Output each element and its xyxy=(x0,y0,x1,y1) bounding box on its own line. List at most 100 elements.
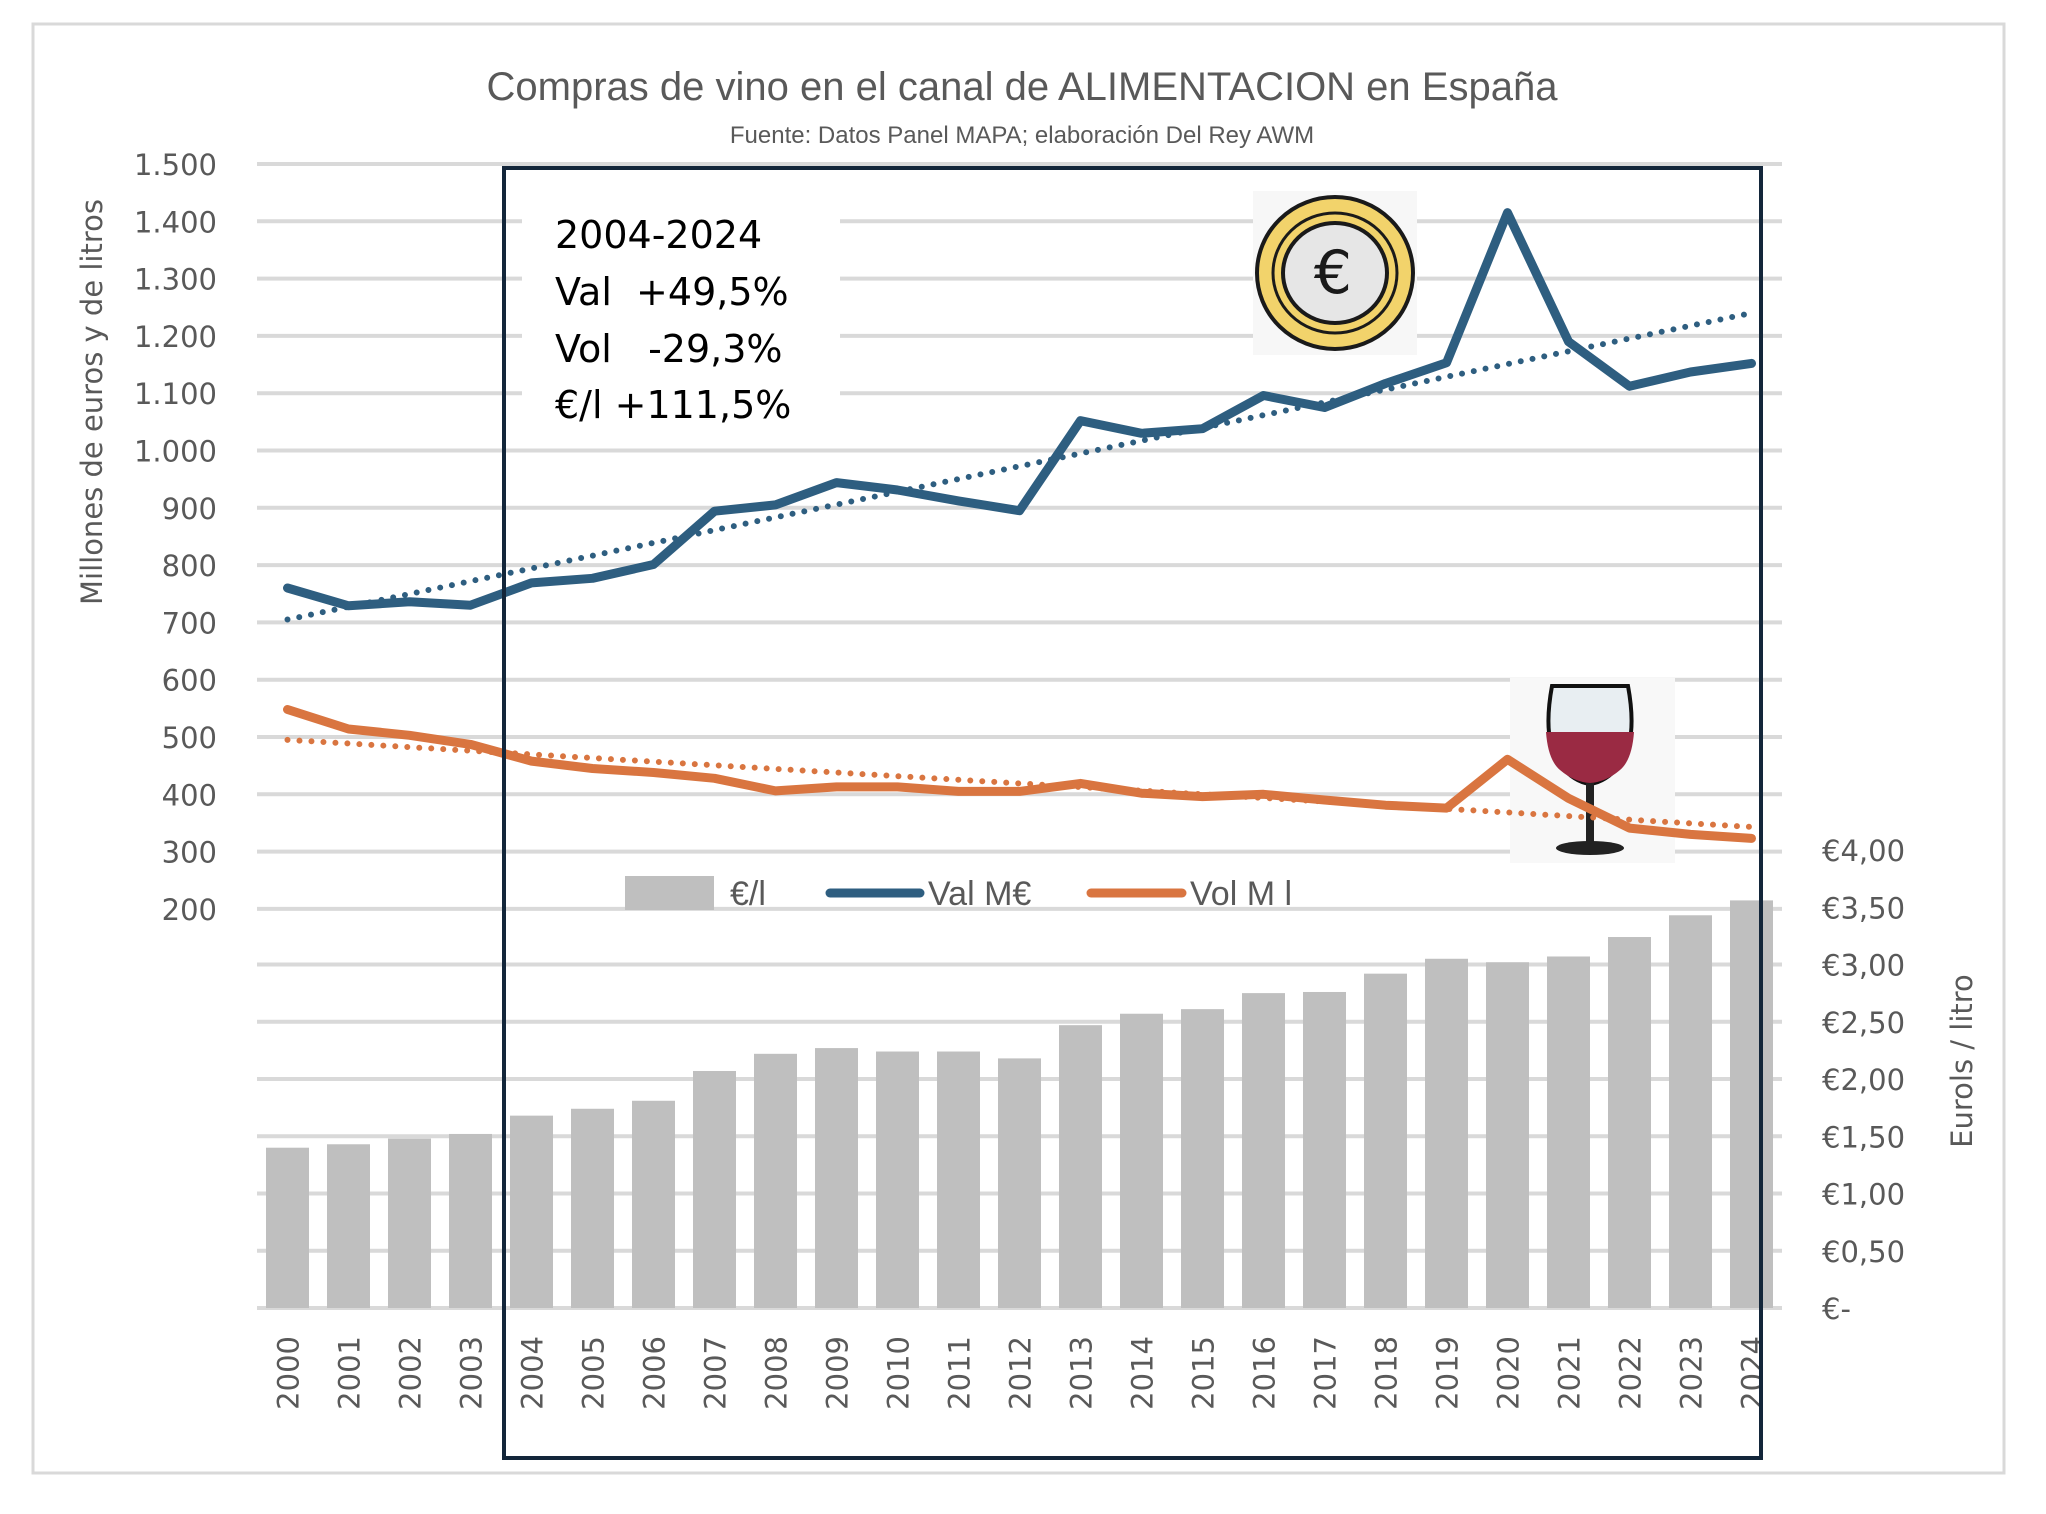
bar xyxy=(1547,956,1590,1308)
bar xyxy=(1242,993,1285,1308)
bar xyxy=(266,1147,309,1308)
annotation-line: 2004-2024 xyxy=(555,213,762,257)
data-point xyxy=(408,734,411,737)
data-point xyxy=(774,789,777,792)
annotation-line: €/l +111,5% xyxy=(555,383,791,427)
y-tick-label: 500 xyxy=(162,721,217,755)
y2-tick-label: €0,50 xyxy=(1822,1235,1905,1269)
y2-axis-title: Eurols / litro xyxy=(1945,974,1979,1148)
data-point xyxy=(1323,799,1326,802)
data-point xyxy=(591,767,594,770)
data-point xyxy=(530,581,533,584)
data-point xyxy=(1445,361,1448,364)
data-point xyxy=(835,785,838,788)
bar xyxy=(1120,1013,1163,1308)
data-point xyxy=(1140,432,1143,435)
data-point xyxy=(957,499,960,502)
data-point xyxy=(469,743,472,746)
data-point xyxy=(347,604,350,607)
data-point xyxy=(713,777,716,780)
y-tick-label: 1.300 xyxy=(134,263,217,297)
euro-coin-icon: € xyxy=(1253,191,1417,355)
x-tick-label: 2017 xyxy=(1309,1336,1343,1410)
data-point xyxy=(1750,837,1753,840)
y-tick-label: 700 xyxy=(162,606,217,640)
x-tick-label: 2023 xyxy=(1675,1336,1709,1410)
line-series xyxy=(283,208,1756,843)
legend-label-volume: Vol M l xyxy=(1190,875,1292,913)
data-point xyxy=(1689,833,1692,836)
data-point xyxy=(1140,792,1143,795)
x-tick-label: 2022 xyxy=(1614,1336,1648,1410)
y-tick-label: 200 xyxy=(162,893,217,927)
bar xyxy=(571,1108,614,1308)
y-tick-label: 1.100 xyxy=(134,377,217,411)
data-point xyxy=(591,577,594,580)
y-axis-left: 1.500 1.400 1.300 1.200 1.100 1.000 900 800 700 6… xyxy=(134,148,217,927)
x-axis: 2000 2001 2002 2003 2004 2005 2006 2007 2008 2009… xyxy=(272,1336,1770,1410)
bar xyxy=(1303,991,1346,1308)
x-tick-label: 2002 xyxy=(394,1336,428,1410)
data-point xyxy=(286,708,289,711)
bar xyxy=(632,1100,675,1308)
y2-tick-label: €2,50 xyxy=(1822,1006,1905,1040)
data-point xyxy=(1689,370,1692,373)
legend: €/l Val M€ Vol M l xyxy=(625,875,1292,913)
x-tick-label: 2021 xyxy=(1553,1336,1587,1410)
annotation-line: Val +49,5% xyxy=(555,270,789,314)
y-tick-label: 900 xyxy=(162,492,217,526)
trendline xyxy=(284,309,1755,623)
y-tick-label: 1.000 xyxy=(134,435,217,469)
data-point xyxy=(1262,394,1265,397)
data-point xyxy=(1750,362,1753,365)
data-point xyxy=(713,510,716,513)
y2-tick-label: €1,50 xyxy=(1822,1120,1905,1154)
legend-label-price: €/l xyxy=(730,875,766,913)
y-tick-label: 1.500 xyxy=(134,148,217,182)
y-tick-label: 400 xyxy=(162,778,217,812)
bar xyxy=(449,1133,492,1308)
bar xyxy=(937,1051,980,1308)
data-point xyxy=(1506,211,1509,214)
annotation-line: Vol -29,3% xyxy=(555,327,783,371)
data-point xyxy=(530,760,533,763)
data-point xyxy=(1079,419,1082,422)
x-tick-label: 2003 xyxy=(455,1336,489,1410)
data-point xyxy=(896,489,899,492)
data-point xyxy=(652,771,655,774)
bar xyxy=(388,1138,431,1308)
bar xyxy=(1730,900,1773,1308)
data-point xyxy=(1506,758,1509,761)
annotation-background xyxy=(522,195,840,440)
data-point xyxy=(1201,427,1204,430)
data-point xyxy=(1628,827,1631,830)
y2-tick-label: €2,00 xyxy=(1822,1063,1905,1097)
trendline xyxy=(284,736,1755,830)
y2-tick-label: €3,50 xyxy=(1822,891,1905,925)
legend-swatch-price xyxy=(625,876,714,910)
x-tick-label: 2018 xyxy=(1370,1336,1404,1410)
data-point xyxy=(1445,807,1448,810)
x-tick-label: 2000 xyxy=(272,1336,306,1410)
data-point xyxy=(896,785,899,788)
data-point xyxy=(652,563,655,566)
x-tick-label: 2001 xyxy=(333,1336,367,1410)
x-tick-label: 2013 xyxy=(1065,1336,1099,1410)
y-axis-title: Millones de euros y de litros xyxy=(75,199,109,605)
y-axis-right: €4,00 €3,50 €3,00 €2,50 €2,00 €1,50 €1,00 €0,50… xyxy=(1822,834,1905,1326)
highlight-box xyxy=(502,166,1763,1460)
data-point xyxy=(408,600,411,603)
bar xyxy=(1486,962,1529,1308)
data-point xyxy=(1201,795,1204,798)
data-point xyxy=(1018,790,1021,793)
data-point xyxy=(957,790,960,793)
data-point xyxy=(835,481,838,484)
bar xyxy=(693,1070,736,1308)
legend-label-value: Val M€ xyxy=(928,875,1031,913)
x-tick-label: 2019 xyxy=(1431,1336,1465,1410)
chart-subtitle: Fuente: Datos Panel MAPA; elaboración De… xyxy=(730,122,1314,149)
svg-text:€: € xyxy=(1314,238,1352,308)
y2-tick-label: €- xyxy=(1822,1292,1851,1326)
x-tick-label: 2010 xyxy=(882,1336,916,1410)
